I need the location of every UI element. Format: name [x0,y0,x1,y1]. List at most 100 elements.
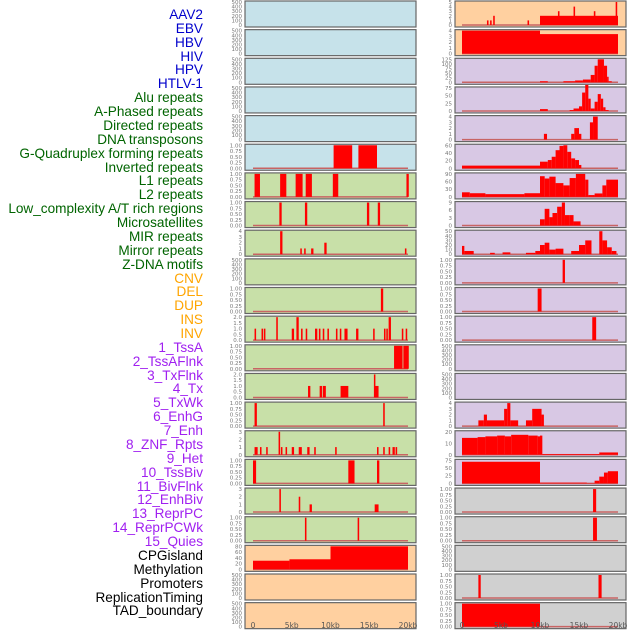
y-tick-label: 200 [232,587,243,593]
data-bar [551,156,556,169]
y-tick-label: 4 [449,401,453,407]
data-bar [315,328,318,341]
y-tick-label: 100 [232,104,243,110]
y-tick-label: 1.00 [440,287,453,293]
data-bar [305,328,308,341]
y-tick-label: 0.25 [230,476,243,482]
data-bar [333,145,353,169]
y-tick-label: 0.25 [230,304,243,310]
panel-background [244,401,417,429]
data-bar [588,195,595,197]
data-bar [599,452,618,455]
data-bar [308,385,311,398]
y-tick-label: 500 [232,0,243,6]
left-panel: 0.000.250.500.751.00 [230,172,417,201]
data-bar [602,185,607,197]
y-tick-label: 400 [232,119,243,125]
y-tick-label: 0.50 [230,298,243,304]
data-bar [388,317,391,341]
data-bar [590,108,595,111]
y-tick-label: 2.0 [233,372,242,378]
data-bar [366,202,370,226]
y-tick-label: 0.50 [230,212,243,218]
data-bar [344,328,348,341]
data-bar [259,447,262,455]
data-bar [602,240,608,255]
y-tick-label: 100 [442,391,453,397]
x-tick-label: 5kb [494,621,508,630]
data-bar [285,447,288,455]
y-tick-label: 500 [442,344,453,350]
data-bar [373,374,376,398]
track-label: INV [180,326,203,341]
track-label: A-Phased repeats [94,104,203,120]
track-label: Inverted repeats [104,159,203,175]
data-bar [615,2,618,25]
data-bar [579,133,582,140]
data-bar [585,240,592,255]
right-panel: 0.000.250.500.751.00 [440,258,627,287]
track-label: Methylation [133,561,203,577]
data-bar [296,317,299,341]
data-bar [510,420,519,427]
data-bar [502,252,511,255]
data-bar [606,179,618,197]
data-bar [535,250,540,255]
data-bar [597,94,601,111]
track-label: 13_ReprPC [131,506,203,522]
data-bar [263,328,266,341]
track-label: INS [180,312,203,328]
track-label: CPGisland [138,547,203,563]
y-tick-label: 0.75 [230,350,243,356]
right-panel: 0 3 69 [449,201,627,230]
y-tick-label: 0.75 [440,292,453,298]
data-bar [327,328,329,341]
data-bar [374,504,379,513]
y-tick-label: 200 [232,128,243,134]
y-tick-label: 0 [449,395,453,401]
track-label: 5_TxWk [153,395,203,411]
data-bar [599,476,604,484]
y-tick-label: 1.00 [230,172,243,178]
y-tick-label: 0.25 [230,218,243,224]
track-label: 14_ReprPCWk [112,520,203,536]
y-tick-label: 0.25 [230,161,243,167]
y-tick-label: 0 [239,567,243,573]
data-bar [555,183,564,197]
panel-background [454,573,627,601]
data-bar [575,80,583,83]
data-bar [607,247,612,255]
y-tick-label: 0.00 [230,367,243,373]
data-bar [383,403,385,427]
data-bar [383,328,386,341]
panel-background [244,0,417,28]
data-bar [298,496,301,513]
data-bar [562,259,565,283]
data-bar [356,328,359,341]
y-tick-label: 10 [445,248,452,254]
data-bar [357,517,360,541]
data-bar [322,385,326,398]
y-tick-label: 0.75 [440,264,453,270]
y-tick-label: 500 [232,86,243,92]
data-bar [278,431,281,455]
data-bar [462,461,540,484]
y-tick-label: 0 [239,453,243,459]
data-bar [504,436,512,455]
y-tick-label: 20 [445,430,452,436]
y-tick-label: 1 [449,18,453,24]
data-bar [605,110,609,111]
y-tick-label: 100 [232,47,243,53]
track-label: G-Quadruplex forming repeats [19,145,203,161]
y-tick-label: 2 [239,495,243,501]
y-tick-label: 400 [232,91,243,97]
data-bar [253,560,290,570]
data-bar [404,248,407,255]
data-bar [537,288,542,312]
panel-background [244,516,417,544]
